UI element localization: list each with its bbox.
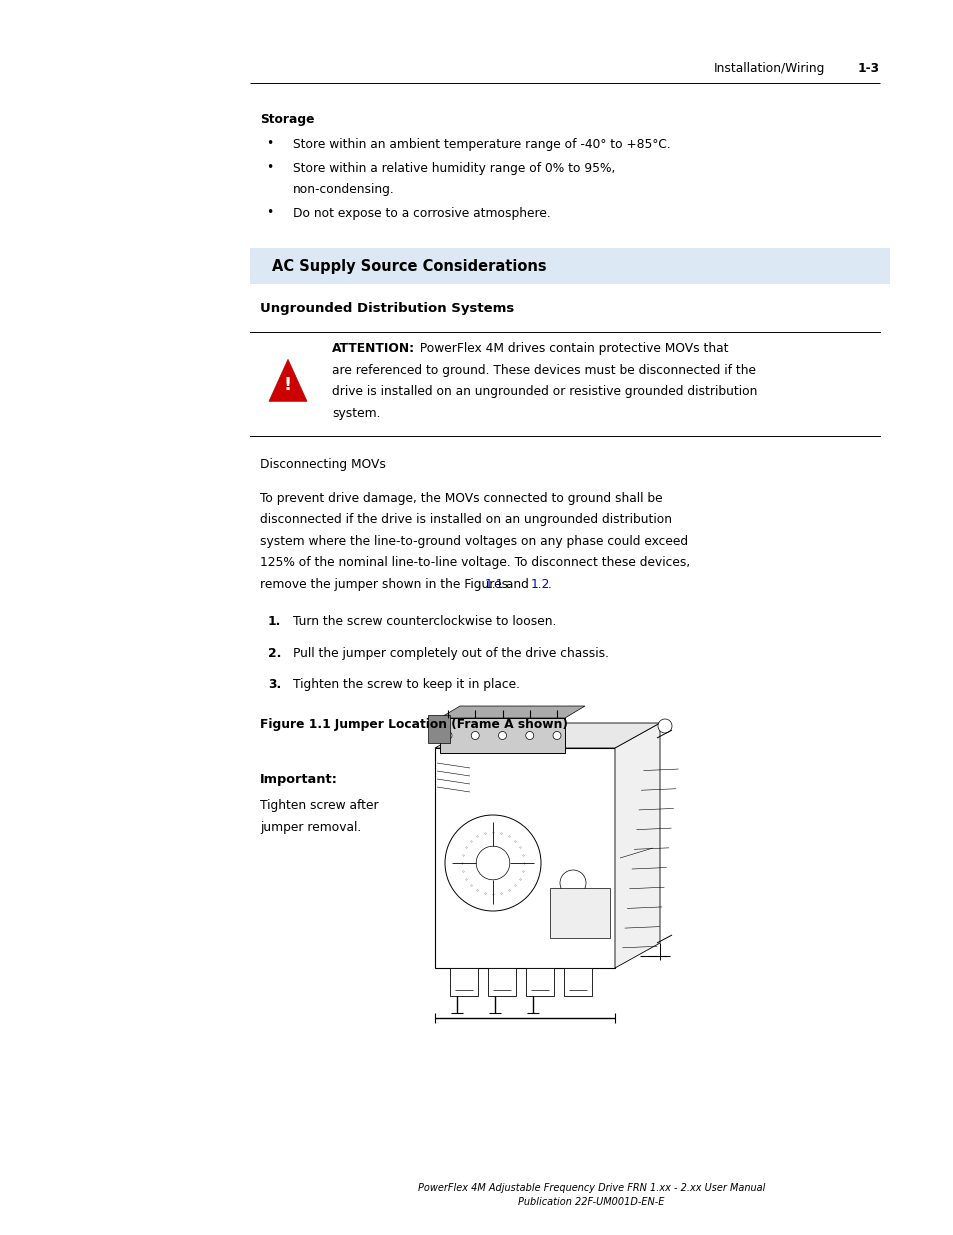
Text: 2.: 2.	[268, 647, 281, 659]
Text: Ungrounded Distribution Systems: Ungrounded Distribution Systems	[260, 303, 514, 315]
Circle shape	[443, 731, 452, 740]
Text: jumper removal.: jumper removal.	[260, 821, 361, 834]
Text: •: •	[266, 137, 273, 151]
Text: Store within an ambient temperature range of -40° to +85°C.: Store within an ambient temperature rang…	[293, 138, 670, 152]
Polygon shape	[615, 722, 659, 968]
Text: Do not expose to a corrosive atmosphere.: Do not expose to a corrosive atmosphere.	[293, 207, 550, 220]
Circle shape	[553, 731, 560, 740]
Circle shape	[559, 869, 585, 897]
Text: Turn the screw counterclockwise to loosen.: Turn the screw counterclockwise to loose…	[293, 615, 556, 629]
Text: 125% of the nominal line-to-line voltage. To disconnect these devices,: 125% of the nominal line-to-line voltage…	[260, 557, 690, 569]
Polygon shape	[439, 706, 584, 718]
Text: Store within a relative humidity range of 0% to 95%,: Store within a relative humidity range o…	[293, 162, 615, 175]
FancyBboxPatch shape	[250, 248, 889, 284]
Text: 1.: 1.	[268, 615, 281, 629]
Circle shape	[444, 815, 540, 911]
Text: disconnected if the drive is installed on an ungrounded distribution: disconnected if the drive is installed o…	[260, 514, 671, 526]
FancyBboxPatch shape	[428, 715, 450, 743]
Text: drive is installed on an ungrounded or resistive grounded distribution: drive is installed on an ungrounded or r…	[332, 385, 757, 399]
Text: Tighten the screw to keep it in place.: Tighten the screw to keep it in place.	[293, 678, 519, 692]
Polygon shape	[269, 359, 307, 401]
FancyBboxPatch shape	[525, 968, 554, 995]
Text: !: !	[284, 377, 292, 394]
Text: Figure 1.1: Figure 1.1	[260, 718, 331, 731]
Text: PowerFlex 4M drives contain protective MOVs that: PowerFlex 4M drives contain protective M…	[412, 342, 728, 356]
FancyBboxPatch shape	[488, 968, 516, 995]
Text: Pull the jumper completely out of the drive chassis.: Pull the jumper completely out of the dr…	[293, 647, 608, 659]
Text: •: •	[266, 206, 273, 219]
Circle shape	[476, 846, 509, 879]
FancyBboxPatch shape	[550, 888, 609, 939]
Text: 1.1: 1.1	[484, 578, 503, 592]
Text: Jumper Location (Frame A shown): Jumper Location (Frame A shown)	[322, 718, 567, 731]
Circle shape	[658, 719, 671, 734]
Text: PowerFlex 4M Adjustable Frequency Drive FRN 1.xx - 2.xx User Manual: PowerFlex 4M Adjustable Frequency Drive …	[417, 1183, 764, 1193]
Text: ATTENTION:: ATTENTION:	[332, 342, 415, 356]
Text: Installation/Wiring: Installation/Wiring	[713, 62, 824, 75]
Text: non-condensing.: non-condensing.	[293, 184, 395, 196]
Text: system.: system.	[332, 408, 380, 420]
Text: 1.2: 1.2	[530, 578, 549, 592]
Text: Important:: Important:	[260, 773, 337, 785]
Text: AC Supply Source Considerations: AC Supply Source Considerations	[272, 259, 546, 274]
Polygon shape	[435, 722, 659, 748]
Text: •: •	[266, 161, 273, 174]
Text: system where the line-to-ground voltages on any phase could exceed: system where the line-to-ground voltages…	[260, 535, 687, 548]
Text: Disconnecting MOVs: Disconnecting MOVs	[260, 458, 385, 472]
Text: 3.: 3.	[268, 678, 281, 692]
Text: .: .	[547, 578, 551, 592]
Text: Tighten screw after: Tighten screw after	[260, 799, 378, 813]
Circle shape	[471, 731, 478, 740]
FancyBboxPatch shape	[439, 718, 564, 753]
Text: remove the jumper shown in the Figures: remove the jumper shown in the Figures	[260, 578, 512, 592]
Text: Publication 22F-UM001D-EN-E: Publication 22F-UM001D-EN-E	[517, 1197, 664, 1207]
Text: and: and	[501, 578, 532, 592]
Circle shape	[498, 731, 506, 740]
Text: Storage: Storage	[260, 112, 314, 126]
Circle shape	[525, 731, 533, 740]
FancyBboxPatch shape	[450, 968, 477, 995]
FancyBboxPatch shape	[435, 748, 615, 968]
Text: 1-3: 1-3	[857, 62, 879, 75]
FancyBboxPatch shape	[563, 968, 592, 995]
Text: are referenced to ground. These devices must be disconnected if the: are referenced to ground. These devices …	[332, 364, 755, 377]
Text: To prevent drive damage, the MOVs connected to ground shall be: To prevent drive damage, the MOVs connec…	[260, 492, 662, 505]
